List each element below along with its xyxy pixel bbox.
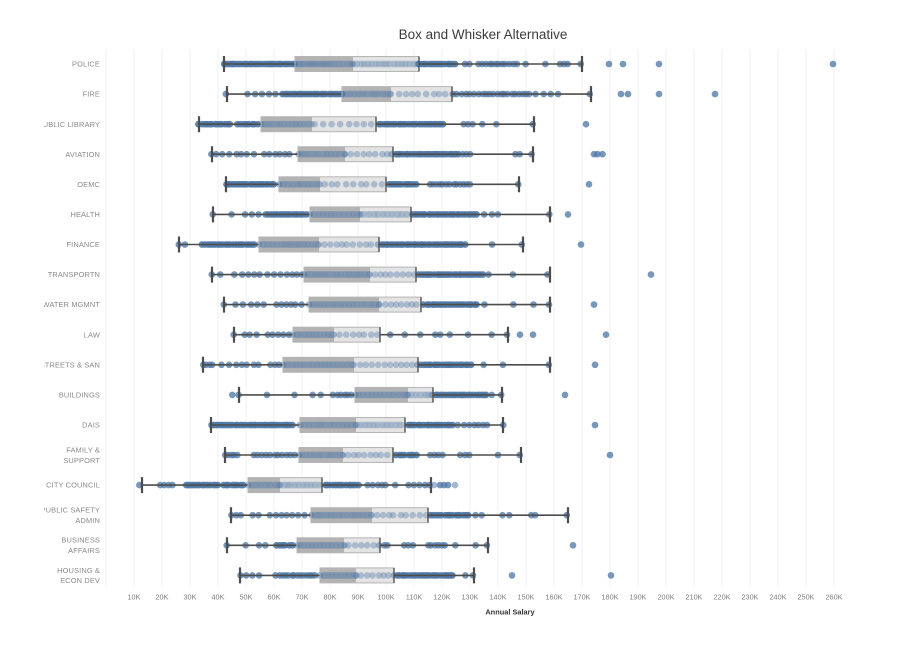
svg-text:STREETS & SAN: STREETS & SAN <box>40 360 100 369</box>
svg-text:190K: 190K <box>629 593 646 602</box>
svg-text:AFFAIRS: AFFAIRS <box>68 546 100 555</box>
svg-text:240K: 240K <box>769 593 786 602</box>
svg-text:40K: 40K <box>212 593 225 602</box>
svg-text:150K: 150K <box>517 593 534 602</box>
svg-text:Box and Whisker Alternative: Box and Whisker Alternative <box>399 27 568 42</box>
svg-text:20K: 20K <box>156 593 169 602</box>
svg-text:70K: 70K <box>296 593 309 602</box>
svg-text:80K: 80K <box>324 593 337 602</box>
svg-text:BUSINESS: BUSINESS <box>61 536 100 545</box>
svg-text:100K: 100K <box>377 593 394 602</box>
svg-text:HEALTH: HEALTH <box>70 210 100 219</box>
svg-text:HOUSING &: HOUSING & <box>57 566 100 575</box>
svg-text:90K: 90K <box>352 593 365 602</box>
svg-text:10K: 10K <box>128 593 141 602</box>
svg-text:ADMIN: ADMIN <box>75 516 100 525</box>
svg-text:AVIATION: AVIATION <box>65 150 100 159</box>
svg-text:PUBLIC LIBRARY: PUBLIC LIBRARY <box>38 120 100 129</box>
svg-text:FAMILY &: FAMILY & <box>66 445 100 454</box>
svg-text:SUPPORT: SUPPORT <box>63 456 100 465</box>
svg-text:50K: 50K <box>240 593 253 602</box>
svg-text:FIRE: FIRE <box>83 90 100 99</box>
svg-text:180K: 180K <box>601 593 618 602</box>
svg-text:170K: 170K <box>573 593 590 602</box>
svg-text:OEMC: OEMC <box>77 180 100 189</box>
svg-text:30K: 30K <box>184 593 197 602</box>
svg-text:260K: 260K <box>825 593 842 602</box>
svg-text:230K: 230K <box>741 593 758 602</box>
svg-text:LAW: LAW <box>84 330 100 339</box>
svg-text:POLICE: POLICE <box>72 60 100 69</box>
svg-text:ECON DEV: ECON DEV <box>60 576 100 585</box>
svg-text:110K: 110K <box>406 593 423 602</box>
svg-text:220K: 220K <box>713 593 730 602</box>
svg-text:Annual Salary: Annual Salary <box>485 608 535 617</box>
svg-text:WATER MGMNT: WATER MGMNT <box>43 300 101 309</box>
svg-text:PUBLIC SAFETY: PUBLIC SAFETY <box>41 506 100 515</box>
svg-text:TRANSPORTN: TRANSPORTN <box>48 270 100 279</box>
svg-text:160K: 160K <box>545 593 562 602</box>
svg-text:DAIS: DAIS <box>82 421 100 430</box>
svg-text:200K: 200K <box>657 593 674 602</box>
svg-text:CITY COUNCIL: CITY COUNCIL <box>46 481 100 490</box>
svg-text:250K: 250K <box>797 593 814 602</box>
svg-text:60K: 60K <box>268 593 281 602</box>
svg-text:120K: 120K <box>433 593 450 602</box>
svg-text:BUILDINGS: BUILDINGS <box>59 391 100 400</box>
svg-text:210K: 210K <box>685 593 702 602</box>
svg-text:FINANCE: FINANCE <box>67 240 101 249</box>
svg-text:130K: 130K <box>461 593 478 602</box>
svg-text:140K: 140K <box>489 593 506 602</box>
